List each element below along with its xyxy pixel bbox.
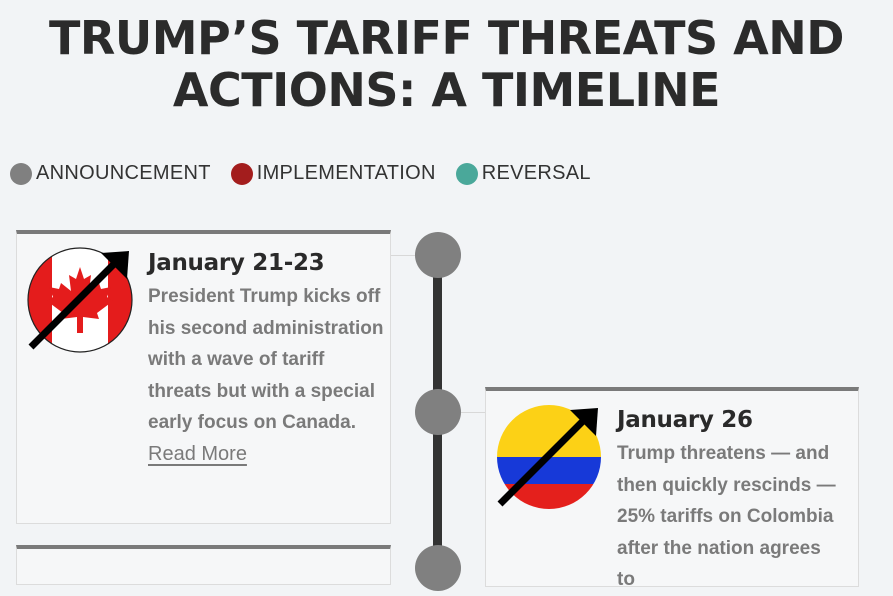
legend-item-reversal: REVERSAL [455, 162, 591, 185]
legend: ANNOUNCEMENT IMPLEMENTATION REVERSAL [10, 162, 611, 185]
legend-item-announcement: ANNOUNCEMENT [10, 162, 211, 185]
timeline-card: January 21-23 President Trump kicks off … [16, 230, 391, 524]
timeline-date: January 26 [617, 407, 753, 433]
timeline-node-announcement[interactable] [415, 389, 461, 435]
colombia-flag-icon [497, 405, 601, 509]
legend-label: ANNOUNCEMENT [36, 162, 211, 184]
timeline-date: January 21-23 [148, 250, 325, 276]
timeline-node-announcement[interactable] [415, 545, 461, 591]
canada-flag-icon [27, 247, 133, 353]
timeline-description: Trump threatens — and then quickly resci… [617, 438, 842, 596]
timeline-card: January 26 Trump threatens — and then qu… [485, 387, 859, 590]
legend-label: IMPLEMENTATION [256, 162, 436, 184]
page-title: TRUMP’S TARIFF THREATS AND ACTIONS: A TI… [49, 11, 844, 117]
timeline-text: President Trump kicks off his second adm… [148, 286, 384, 433]
timeline-text: Trump threatens — and then quickly resci… [617, 443, 836, 590]
timeline-description: President Trump kicks off his second adm… [148, 281, 384, 470]
timeline-card [16, 545, 391, 585]
legend-label: REVERSAL [481, 162, 591, 184]
timeline-connector [460, 412, 485, 413]
timeline-connector [391, 255, 415, 256]
legend-dot-reversal-icon [455, 162, 478, 185]
legend-dot-announcement-icon [10, 162, 32, 185]
legend-item-implementation: IMPLEMENTATION [230, 162, 436, 185]
legend-dot-implementation-icon [230, 162, 253, 185]
read-more-link[interactable]: Read More [148, 442, 247, 465]
timeline-node-announcement[interactable] [415, 232, 461, 278]
